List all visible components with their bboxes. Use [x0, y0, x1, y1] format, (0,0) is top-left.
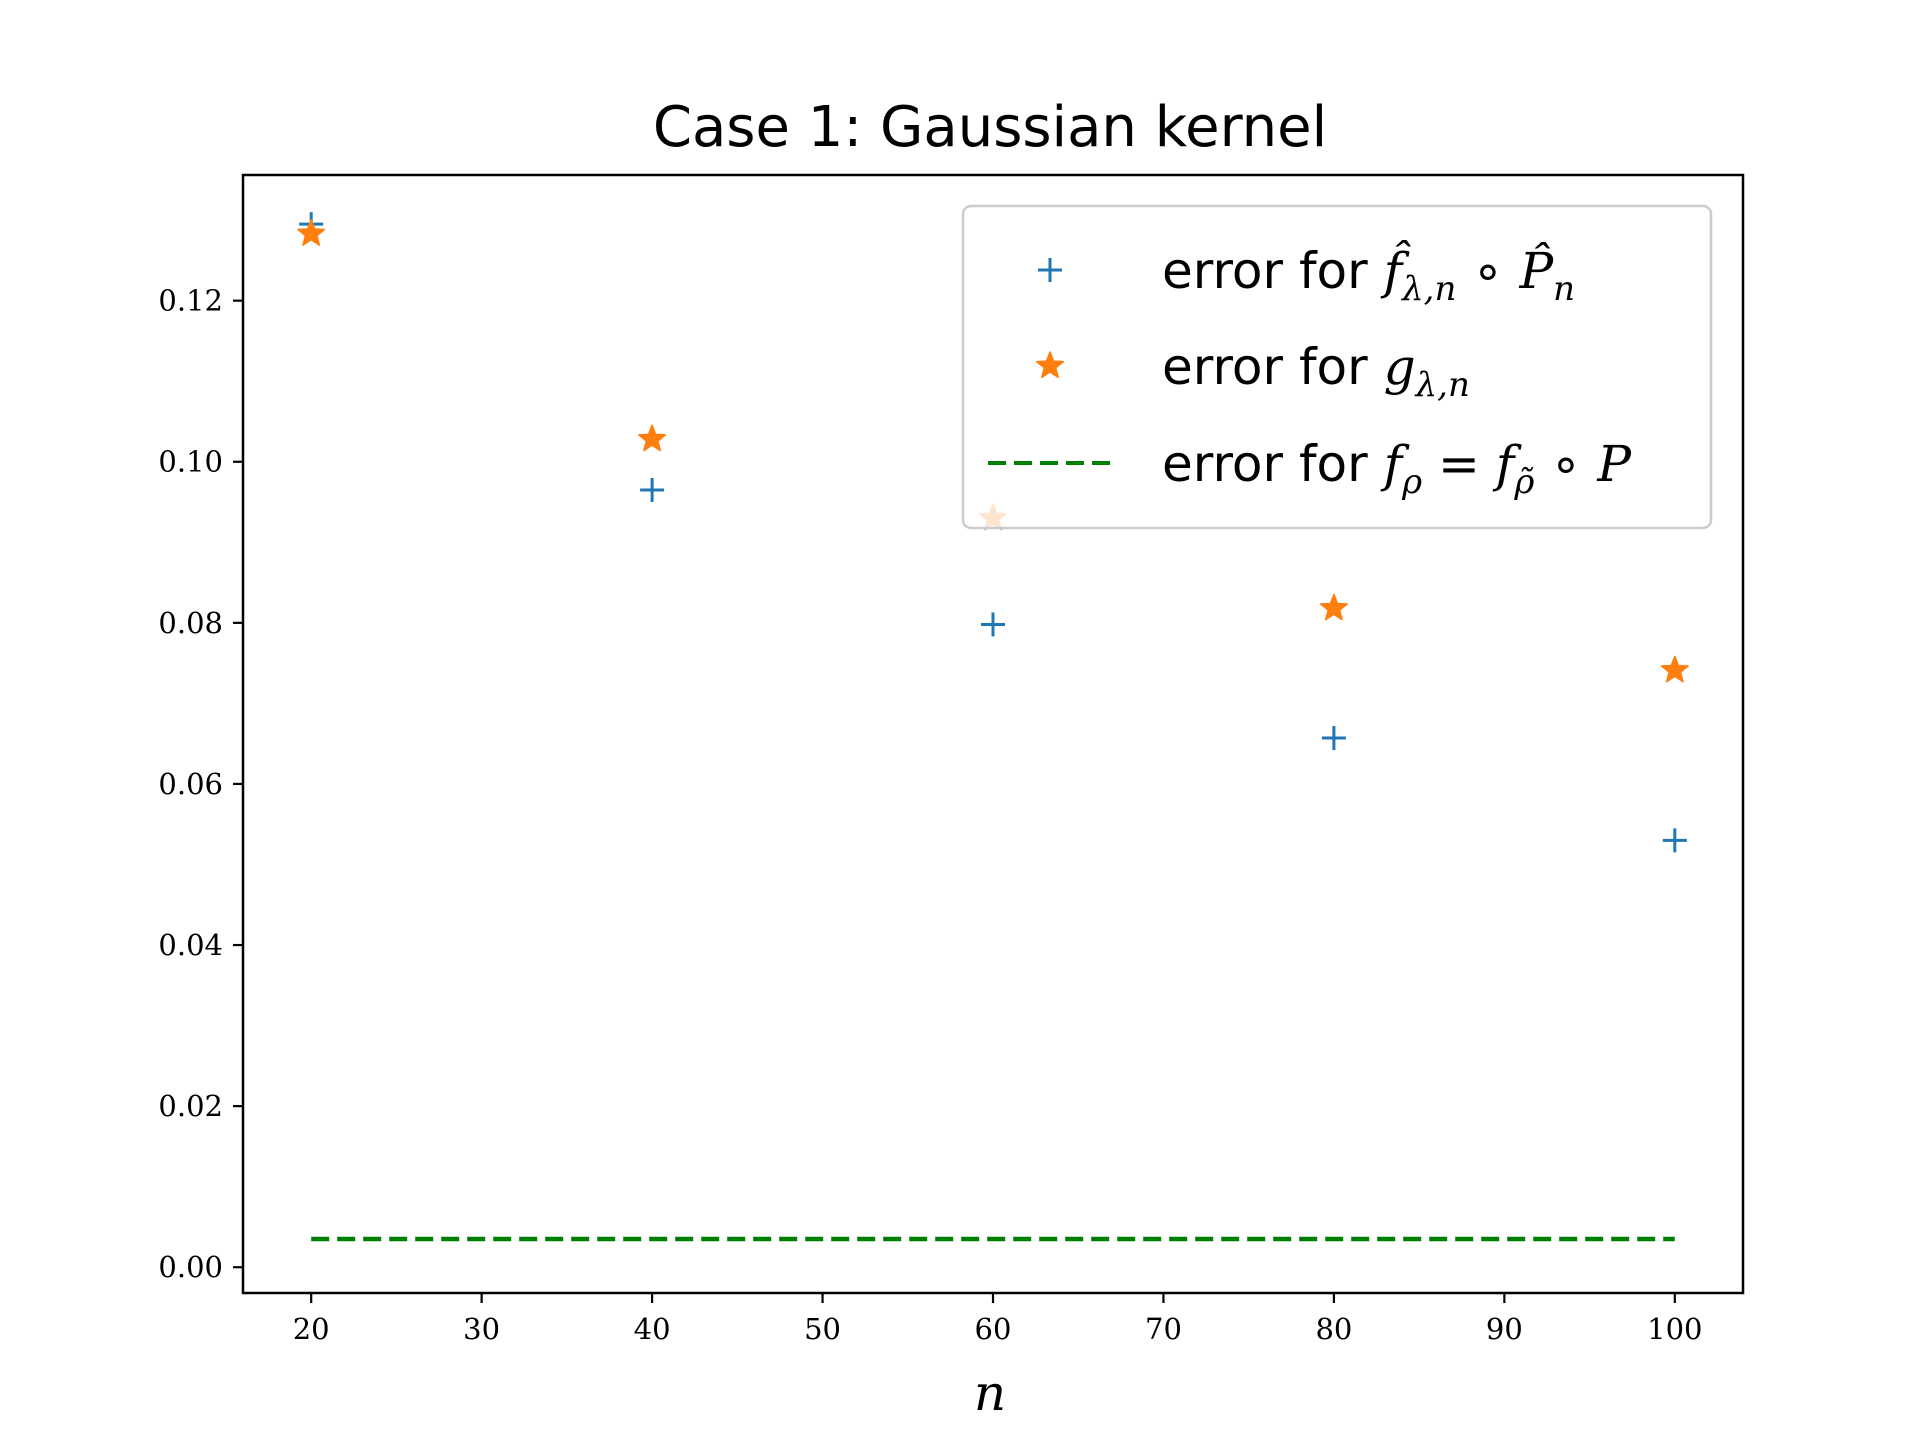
chart-title: Case 1: Gaussian kernel	[653, 95, 1327, 160]
legend-plus-glyph	[1038, 258, 1062, 282]
legend-entry-fhat: error for f̂λ,n ∘ P̂n	[1162, 239, 1575, 309]
x-tick-label: 50	[804, 1312, 841, 1346]
legend: error for f̂λ,n ∘ P̂n error for gλ,n err…	[961, 204, 1713, 530]
y-tick-label: 0.12	[158, 284, 223, 318]
x-tick-label: 60	[975, 1312, 1012, 1346]
y-tick-label: 0.08	[158, 606, 223, 640]
series-1-star-point	[1660, 655, 1689, 683]
legend-plus-marker	[1038, 258, 1062, 282]
legend-star-marker	[1035, 351, 1065, 379]
series-0-plus-point	[640, 477, 665, 502]
series-0-plus-point	[1321, 726, 1346, 751]
series-0-plus-point	[1662, 828, 1687, 853]
x-tick-label: 80	[1315, 1312, 1352, 1346]
x-tick-label: 100	[1647, 1312, 1702, 1346]
x-axis: 20 30 40 50 60 70 80 90 100	[293, 1293, 1702, 1346]
y-tick-label: 0.10	[158, 445, 223, 479]
legend-frame	[961, 204, 1713, 530]
y-tick-label: 0.04	[158, 928, 223, 962]
series-1-star-point	[1319, 593, 1348, 621]
x-tick-label: 70	[1145, 1312, 1182, 1346]
x-axis-label: n	[974, 1364, 1006, 1422]
y-axis: 0.00 0.02 0.04 0.06 0.08 0.10 0.12	[158, 284, 243, 1284]
x-tick-label: 20	[293, 1312, 330, 1346]
y-tick-label: 0.02	[158, 1089, 223, 1123]
y-tick-label: 0.06	[158, 767, 223, 801]
x-tick-label: 40	[634, 1312, 671, 1346]
x-tick-label: 30	[463, 1312, 500, 1346]
legend-star-glyph	[1035, 351, 1065, 379]
legend-entry-frho: error for fρ = fρ̃ ∘ P	[1162, 435, 1632, 502]
series-1-star-point	[297, 219, 326, 246]
x-tick-label: 90	[1486, 1312, 1523, 1346]
series-0-plus-point	[981, 612, 1005, 637]
series-1-star-point	[638, 424, 667, 452]
y-tick-label: 0.00	[158, 1250, 223, 1284]
